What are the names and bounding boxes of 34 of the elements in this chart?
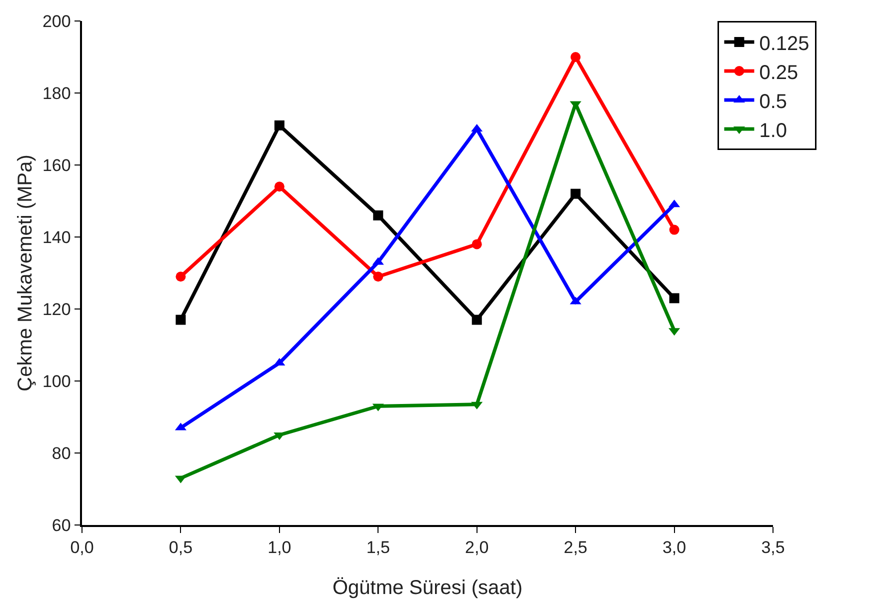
- point: [472, 239, 482, 250]
- point: [669, 224, 680, 235]
- y-tick-label: 60: [52, 516, 71, 535]
- y-tick-label: 80: [52, 444, 71, 463]
- point: [669, 293, 680, 304]
- x-tick-label: 0,5: [168, 538, 193, 558]
- y-tick-label: 120: [42, 300, 71, 319]
- y-tick-label: 200: [42, 12, 71, 31]
- x-tick-label: 1,5: [366, 538, 390, 558]
- point: [274, 120, 284, 130]
- y-tick-label: 140: [42, 228, 71, 247]
- legend-label: 0.5: [759, 90, 788, 113]
- legend-label: 0.25: [759, 62, 798, 84]
- point: [570, 188, 581, 199]
- point: [373, 210, 384, 220]
- y-tick-label: 160: [42, 156, 71, 175]
- x-tick-label: 2,5: [564, 538, 588, 558]
- x-tick-label: 1,0: [268, 538, 292, 558]
- legend-label: 1.0: [759, 120, 788, 142]
- x-tick-label: 3,5: [761, 538, 785, 558]
- point: [274, 182, 284, 192]
- point: [570, 52, 581, 62]
- point: [176, 272, 186, 282]
- point: [472, 314, 482, 325]
- point: [373, 272, 384, 282]
- point: [176, 314, 186, 325]
- y-tick-label: 180: [42, 84, 71, 103]
- x-tick-label: 0,0: [70, 538, 94, 558]
- legend-label: 0.125: [759, 32, 810, 55]
- y-axis-title: Çekme Mukavemeti (MPa): [14, 154, 36, 392]
- x-axis-title: Ögütme Süresi (saat): [332, 577, 523, 599]
- x-tick-label: 2,0: [465, 538, 489, 558]
- y-tick-label: 100: [42, 372, 71, 391]
- x-tick-label: 3,0: [662, 538, 686, 558]
